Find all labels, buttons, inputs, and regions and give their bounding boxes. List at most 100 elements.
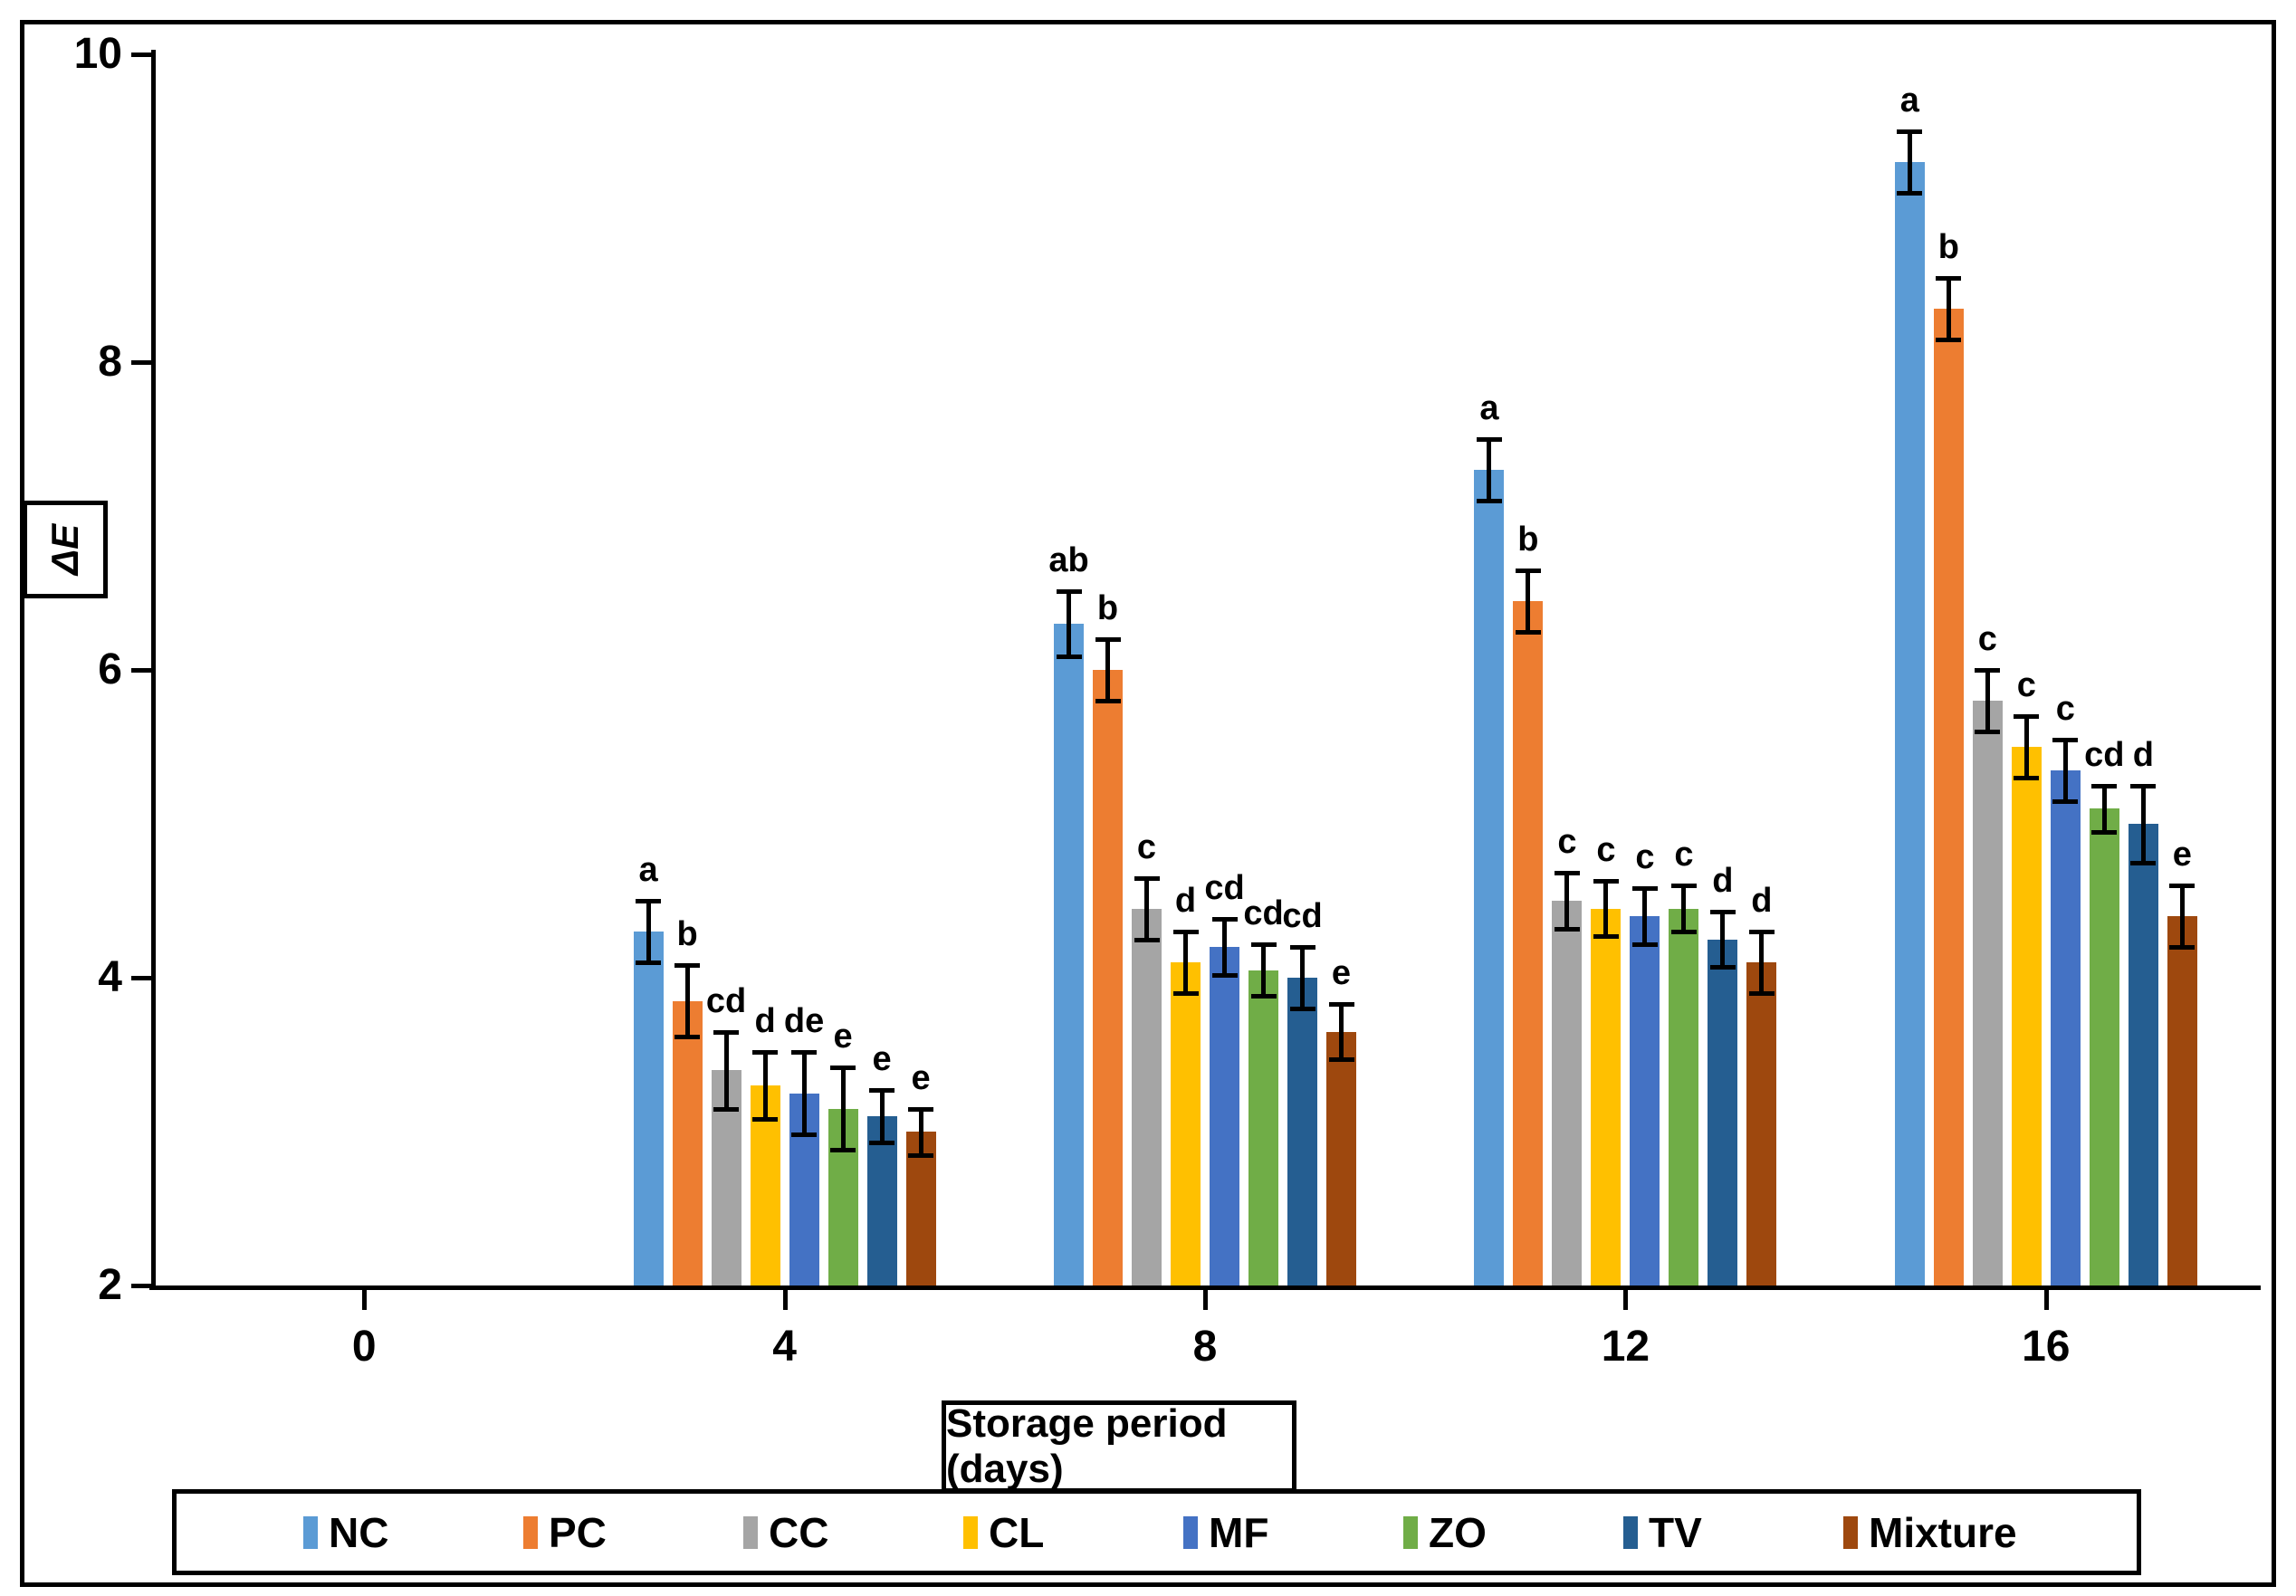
sig-letter-PC-day8: b xyxy=(1096,589,1119,627)
bar-PC-day8 xyxy=(1093,670,1123,1285)
y-tick-label: 6 xyxy=(98,645,122,693)
y-tick-label: 4 xyxy=(98,953,122,1001)
error-bar-MF-day12 xyxy=(1642,888,1648,944)
bar-CC-day12 xyxy=(1552,901,1583,1285)
y-tick-label: 8 xyxy=(98,338,122,386)
y-tick-label: 2 xyxy=(98,1261,122,1309)
error-bar-PC-day12 xyxy=(1526,569,1531,632)
sig-letter-ZO-day8: cd xyxy=(1243,894,1284,932)
error-cap-bottom xyxy=(1593,934,1619,940)
bar-NC-day16 xyxy=(1894,162,1925,1285)
error-cap-bottom xyxy=(791,1132,818,1138)
error-cap-bottom xyxy=(1476,499,1502,503)
error-cap-bottom xyxy=(1250,994,1277,999)
legend: NC PC CC CL MF ZO TV Mixture xyxy=(172,1489,2141,1575)
error-cap-bottom xyxy=(1172,991,1199,996)
legend-item-CL: CL xyxy=(963,1508,1183,1557)
sig-letter-MF-day8: cd xyxy=(1204,869,1245,908)
x-tick-label: 16 xyxy=(2022,1323,2071,1371)
error-cap-bottom xyxy=(1515,629,1541,635)
y-tick xyxy=(131,668,151,673)
error-cap-bottom xyxy=(2130,860,2157,865)
error-cap-bottom xyxy=(830,1148,856,1153)
legend-label-CC: CC xyxy=(769,1508,829,1556)
error-cap-top xyxy=(1515,568,1541,573)
sig-letter-NC-day12: a xyxy=(1479,389,1499,427)
legend-label-Mixture: Mixture xyxy=(1869,1508,2017,1556)
y-axis-title-box: ΔE xyxy=(23,501,108,598)
bar-CC-day16 xyxy=(1972,701,2003,1285)
x-tick-label: 0 xyxy=(351,1323,377,1371)
sig-letter-CL-day8: d xyxy=(1174,882,1197,920)
sig-letter-ZO-day16: cd xyxy=(2084,735,2125,774)
error-cap-bottom xyxy=(752,1117,779,1123)
error-cap-top xyxy=(908,1106,934,1112)
error-cap-top xyxy=(1631,886,1658,892)
x-tick-label: 4 xyxy=(772,1323,797,1371)
x-axis-line xyxy=(149,1285,2261,1290)
bar-ZO-day8 xyxy=(1248,970,1278,1285)
bar-MF-day16 xyxy=(2050,769,2081,1285)
error-cap-top xyxy=(869,1088,895,1094)
legend-item-MF: MF xyxy=(1183,1508,1403,1557)
legend-label-NC: NC xyxy=(329,1508,389,1556)
legend-swatch-CL xyxy=(963,1515,978,1549)
error-bar-ZO-day8 xyxy=(1261,943,1266,997)
error-cap-top xyxy=(1289,945,1315,950)
error-bar-CC-day12 xyxy=(1564,873,1570,929)
error-bar-TV-day12 xyxy=(1720,911,1726,968)
error-cap-bottom xyxy=(1056,654,1082,659)
x-axis-title-box: Storage period (days) xyxy=(942,1400,1296,1493)
legend-label-TV: TV xyxy=(1649,1508,1702,1556)
bar-PC-day4 xyxy=(672,1000,703,1285)
bar-CL-day12 xyxy=(1591,908,1622,1285)
sig-letter-CC-day12: c xyxy=(1557,823,1577,862)
error-cap-top xyxy=(1211,917,1238,922)
error-bar-PC-day16 xyxy=(1946,277,1951,339)
bar-ZO-day16 xyxy=(2089,808,2119,1285)
error-bar-Mixture-day8 xyxy=(1339,1003,1344,1060)
x-axis-title: Storage period (days) xyxy=(946,1401,1228,1491)
sig-letter-CC-day4: cd xyxy=(705,981,747,1020)
legend-item-ZO: ZO xyxy=(1403,1508,1623,1557)
error-cap-top xyxy=(674,963,701,969)
bar-ZO-day12 xyxy=(1669,908,1699,1285)
error-cap-top xyxy=(2014,714,2040,719)
error-cap-top xyxy=(636,899,662,903)
legend-label-CL: CL xyxy=(989,1508,1045,1556)
bar-Mixture-day12 xyxy=(1746,962,1777,1285)
y-tick-label: 10 xyxy=(73,30,122,78)
x-tick xyxy=(2043,1290,2049,1310)
error-cap-top xyxy=(1134,875,1160,881)
error-cap-top xyxy=(752,1049,779,1055)
error-bar-NC-day16 xyxy=(1907,131,1912,193)
error-cap-bottom xyxy=(2014,776,2040,780)
y-tick xyxy=(131,53,151,57)
legend-swatch-CC xyxy=(743,1515,758,1549)
error-bar-NC-day8 xyxy=(1067,591,1071,656)
sig-letter-CC-day16: c xyxy=(1977,620,1997,658)
error-bar-CL-day12 xyxy=(1603,880,1609,937)
error-cap-top xyxy=(2169,884,2196,888)
legend-swatch-Mixture xyxy=(1843,1515,1858,1549)
error-bar-Mixture-day4 xyxy=(918,1108,923,1155)
error-bar-CC-day8 xyxy=(1144,877,1149,940)
error-cap-bottom xyxy=(636,960,662,965)
error-cap-bottom xyxy=(1670,930,1697,934)
legend-item-NC: NC xyxy=(303,1508,523,1557)
error-bar-TV-day8 xyxy=(1300,947,1305,1008)
error-cap-bottom xyxy=(1748,991,1775,996)
error-cap-bottom xyxy=(1975,730,2001,734)
error-bar-TV-day4 xyxy=(879,1090,885,1142)
sig-letter-NC-day16: a xyxy=(1899,81,1919,119)
y-axis-line xyxy=(151,50,156,1290)
error-cap-top xyxy=(1476,437,1502,442)
sig-letter-PC-day16: b xyxy=(1937,227,1959,266)
error-cap-bottom xyxy=(1211,972,1238,978)
error-cap-bottom xyxy=(908,1152,934,1158)
bar-MF-day8 xyxy=(1210,947,1239,1285)
sig-letter-PC-day4: b xyxy=(676,915,698,954)
bar-Mixture-day8 xyxy=(1326,1031,1356,1285)
error-cap-top xyxy=(1709,909,1736,914)
y-tick xyxy=(131,976,151,980)
